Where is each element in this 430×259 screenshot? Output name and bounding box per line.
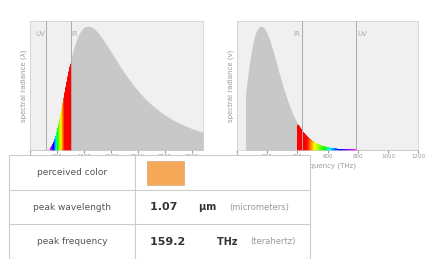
Text: IR: IR [71,31,78,37]
Text: THz: THz [216,237,243,247]
Text: peak frequency: peak frequency [37,237,107,246]
Text: μm: μm [198,202,222,212]
Text: (terahertz): (terahertz) [249,237,295,246]
Y-axis label: spectral radiance (ν): spectral radiance (ν) [227,49,234,121]
FancyBboxPatch shape [147,161,183,185]
Y-axis label: spectral radiance (λ): spectral radiance (λ) [21,49,28,122]
Text: (micrometers): (micrometers) [228,203,288,212]
X-axis label: wavelength (nm): wavelength (nm) [86,162,146,169]
Text: 159.2: 159.2 [150,237,189,247]
Text: 1.07: 1.07 [150,202,181,212]
Text: peak wavelength: peak wavelength [33,203,111,212]
FancyBboxPatch shape [9,155,310,259]
Text: UV: UV [36,31,46,37]
X-axis label: frequency (THz): frequency (THz) [299,162,355,169]
Text: IR: IR [293,31,300,37]
Text: perceived color: perceived color [37,168,107,177]
Text: UV: UV [357,31,367,37]
